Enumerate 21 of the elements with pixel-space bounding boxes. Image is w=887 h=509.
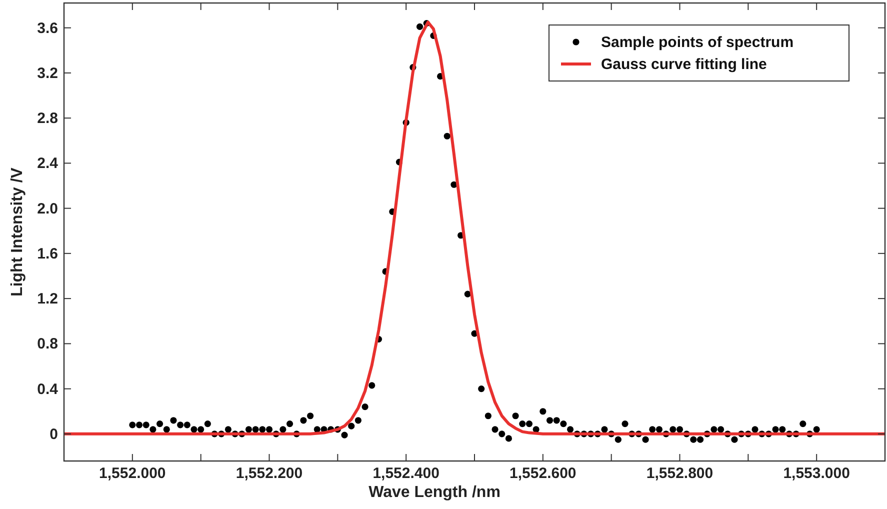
y-axis-title: Light Intensity /V: [9, 167, 26, 296]
y-tick-label: 2.0: [37, 200, 58, 218]
y-tick-label: 0.8: [37, 336, 58, 353]
y-tick-label: 2.8: [37, 110, 58, 128]
x-tick-label: 1,552.400: [372, 465, 440, 482]
y-tick-label: 1.6: [37, 245, 58, 262]
legend-label: Gauss curve fitting line: [601, 56, 767, 73]
y-tick-label: 0: [50, 426, 58, 443]
y-tick-label: 1.2: [37, 290, 58, 308]
x-tick-label: 1,552.200: [236, 465, 303, 482]
x-tick-label: 1,552.000: [99, 465, 166, 482]
y-tick-label: 3.6: [37, 20, 58, 37]
x-tick-label: 1,553.000: [783, 465, 850, 482]
x-tick-label: 1,552.600: [510, 465, 576, 482]
x-tick-label: 1,552.800: [646, 465, 714, 482]
y-tick-label: 3.2: [37, 64, 58, 82]
legend-label: Sample points of spectrum: [601, 34, 794, 51]
y-tick-label: 2.4: [37, 155, 59, 172]
y-tick-label: 0.4: [37, 380, 59, 398]
x-axis-title: Wave Length /nm: [368, 484, 500, 501]
line-series: [64, 20, 885, 436]
